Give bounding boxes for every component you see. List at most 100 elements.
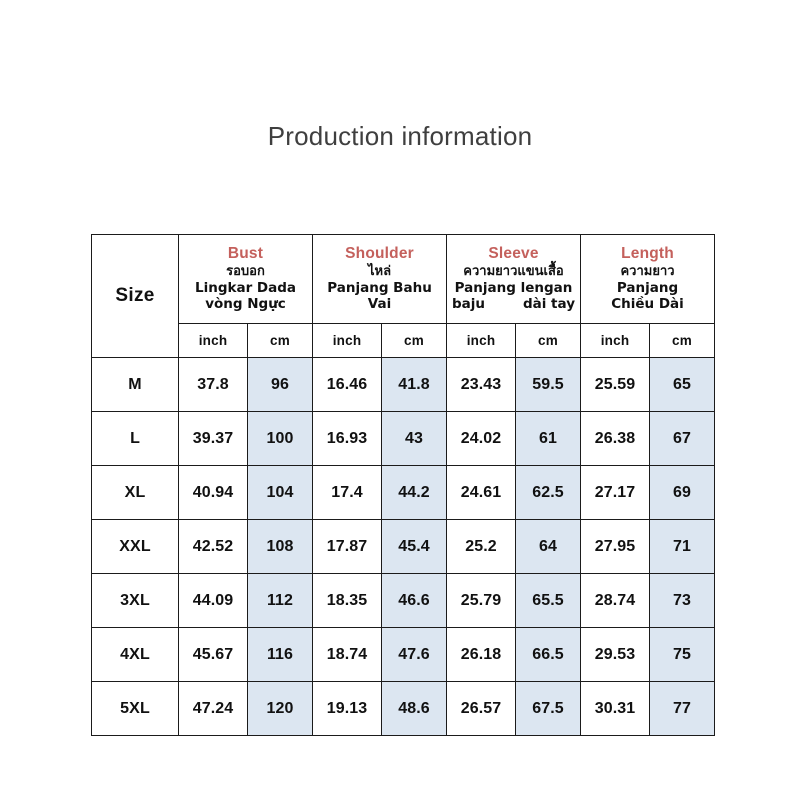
cell-sleeve-inch: 26.57 — [446, 681, 517, 736]
cell-sleeve-cm: 64 — [515, 519, 582, 574]
cell-sleeve-cm: 62.5 — [515, 465, 582, 520]
header-unit-shoulder-cm: cm — [381, 323, 448, 358]
cell-shoulder-inch: 17.4 — [312, 465, 383, 520]
table-row: XL 40.94 104 17.4 44.2 24.61 62.5 27.17 … — [91, 465, 716, 520]
cell-bust-cm: 112 — [246, 573, 314, 628]
header-group-sleeve-split-left: baju — [452, 296, 486, 313]
cell-bust-inch: 40.94 — [178, 465, 248, 520]
row-size-label: L — [91, 411, 179, 466]
header-unit-shoulder-inch: inch — [312, 323, 383, 358]
header-unit-sleeve-cm: cm — [515, 323, 582, 358]
cell-bust-cm: 108 — [246, 519, 314, 574]
cell-length-cm: 67 — [649, 411, 716, 466]
cell-shoulder-inch: 17.87 — [312, 519, 383, 574]
cell-sleeve-cm: 67.5 — [515, 681, 582, 736]
header-size: Size — [91, 234, 179, 358]
size-chart-container: Size Bust รอบอก Lingkar Dada vòng Ngực S… — [91, 234, 716, 736]
cell-shoulder-inch: 18.35 — [312, 573, 383, 628]
cell-bust-cm: 100 — [246, 411, 314, 466]
cell-length-cm: 75 — [649, 627, 716, 682]
header-group-bust: Bust รอบอก Lingkar Dada vòng Ngực — [177, 234, 314, 324]
cell-shoulder-inch: 16.46 — [312, 357, 383, 412]
row-size-label: XL — [91, 465, 179, 520]
row-size-label: 3XL — [91, 573, 179, 628]
header-group-sleeve-en: Sleeve — [488, 245, 539, 263]
table-row: M 37.8 96 16.46 41.8 23.43 59.5 25.59 65 — [91, 357, 716, 412]
cell-shoulder-cm: 44.2 — [381, 465, 448, 520]
cell-sleeve-inch: 23.43 — [446, 357, 517, 412]
header-group-bust-th: รอบอก — [226, 264, 265, 280]
cell-bust-inch: 45.67 — [178, 627, 248, 682]
header-group-sleeve-split: baju dài tay — [447, 296, 580, 312]
cell-length-inch: 27.95 — [580, 519, 651, 574]
header-group-length-id: Panjang — [616, 279, 679, 296]
header-group-bust-id: Lingkar Dada — [194, 279, 297, 296]
header-group-shoulder-th: ไหล่ — [367, 264, 392, 280]
cell-length-cm: 65 — [649, 357, 716, 412]
cell-shoulder-cm: 47.6 — [381, 627, 448, 682]
cell-sleeve-cm: 65.5 — [515, 573, 582, 628]
cell-sleeve-cm: 59.5 — [515, 357, 582, 412]
cell-shoulder-inch: 16.93 — [312, 411, 383, 466]
page-title: Production information — [267, 121, 533, 151]
cell-length-cm: 73 — [649, 573, 716, 628]
cell-bust-inch: 44.09 — [178, 573, 248, 628]
header-group-shoulder-en: Shoulder — [345, 245, 414, 263]
cell-bust-inch: 42.52 — [178, 519, 248, 574]
table-header-row-groups: Size Bust รอบอก Lingkar Dada vòng Ngực S… — [91, 234, 716, 358]
header-group-length-vi: Chiều Dài — [611, 296, 684, 313]
table-row: 3XL 44.09 112 18.35 46.6 25.79 65.5 28.7… — [91, 573, 716, 628]
cell-shoulder-cm: 45.4 — [381, 519, 448, 574]
header-group-shoulder-vi: Vai — [367, 296, 392, 313]
cell-length-inch: 27.17 — [580, 465, 651, 520]
header-group-sleeve-id: Panjang lengan — [454, 279, 573, 296]
cell-length-inch: 25.59 — [580, 357, 651, 412]
table-row: L 39.37 100 16.93 43 24.02 61 26.38 67 — [91, 411, 716, 466]
cell-sleeve-cm: 61 — [515, 411, 582, 466]
cell-length-inch: 28.74 — [580, 573, 651, 628]
table-row: 4XL 45.67 116 18.74 47.6 26.18 66.5 29.5… — [91, 627, 716, 682]
cell-shoulder-cm: 43 — [381, 411, 448, 466]
cell-length-inch: 26.38 — [580, 411, 651, 466]
header-unit-bust-cm: cm — [246, 323, 314, 358]
header-group-sleeve-th: ความยาวแขนเสื้อ — [463, 264, 564, 280]
header-group-sleeve-split-right: dài tay — [522, 296, 576, 313]
cell-sleeve-cm: 66.5 — [515, 627, 582, 682]
header-group-length-th: ความยาว — [620, 264, 675, 280]
header-unit-bust-inch: inch — [178, 323, 248, 358]
header-group-sleeve: Sleeve ความยาวแขนเสื้อ Panjang lengan ba… — [446, 234, 582, 324]
row-size-label: 4XL — [91, 627, 179, 682]
table-row: XXL 42.52 108 17.87 45.4 25.2 64 27.95 7… — [91, 519, 716, 574]
header-unit-length-inch: inch — [580, 323, 651, 358]
cell-shoulder-inch: 18.74 — [312, 627, 383, 682]
cell-sleeve-inch: 25.79 — [446, 573, 517, 628]
row-size-label: XXL — [91, 519, 179, 574]
cell-sleeve-inch: 26.18 — [446, 627, 517, 682]
cell-bust-cm: 96 — [246, 357, 314, 412]
size-chart-table: Size Bust รอบอก Lingkar Dada vòng Ngực S… — [91, 234, 716, 736]
row-size-label: M — [91, 357, 179, 412]
cell-bust-inch: 47.24 — [178, 681, 248, 736]
cell-bust-cm: 104 — [246, 465, 314, 520]
cell-length-inch: 30.31 — [580, 681, 651, 736]
cell-sleeve-inch: 24.61 — [446, 465, 517, 520]
cell-length-inch: 29.53 — [580, 627, 651, 682]
header-unit-length-cm: cm — [649, 323, 716, 358]
header-group-shoulder-id: Panjang Bahu — [327, 279, 432, 296]
table-row: 5XL 47.24 120 19.13 48.6 26.57 67.5 30.3… — [91, 681, 716, 736]
cell-bust-cm: 120 — [246, 681, 314, 736]
header-unit-sleeve-inch: inch — [446, 323, 517, 358]
cell-bust-inch: 39.37 — [178, 411, 248, 466]
cell-shoulder-cm: 41.8 — [381, 357, 448, 412]
header-group-length-en: Length — [621, 245, 674, 263]
cell-sleeve-inch: 25.2 — [446, 519, 517, 574]
header-group-bust-vi: vòng Ngực — [205, 296, 286, 313]
table-header-row-units: inch cm inch cm inch cm inch cm — [92, 323, 716, 358]
header-group-shoulder: Shoulder ไหล่ Panjang Bahu Vai — [312, 234, 448, 324]
cell-shoulder-cm: 46.6 — [381, 573, 448, 628]
cell-shoulder-cm: 48.6 — [381, 681, 448, 736]
cell-length-cm: 69 — [649, 465, 716, 520]
cell-bust-inch: 37.8 — [178, 357, 248, 412]
header-group-bust-en: Bust — [227, 245, 264, 263]
cell-bust-cm: 116 — [246, 627, 314, 682]
